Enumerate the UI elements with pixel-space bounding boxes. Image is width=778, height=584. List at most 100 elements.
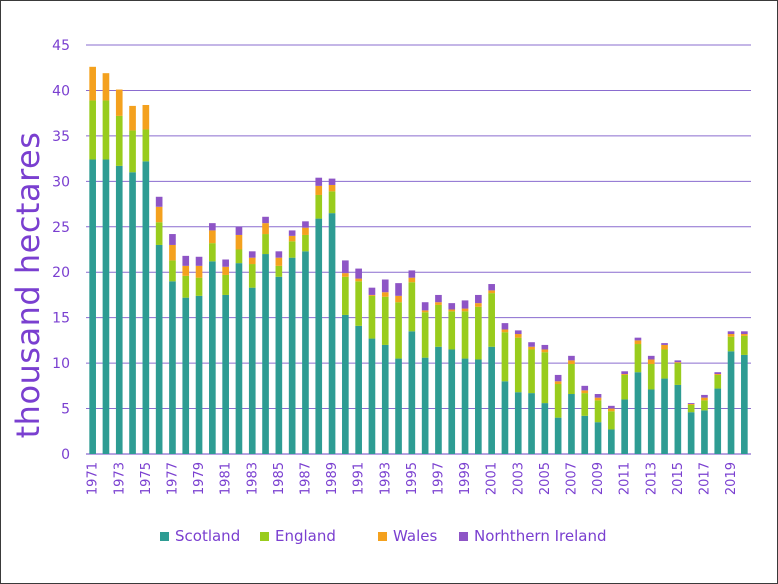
y-tick-label: 25 bbox=[52, 220, 70, 236]
y-tick-label: 20 bbox=[52, 265, 70, 281]
bar-segment bbox=[741, 335, 748, 355]
y-tick-label: 5 bbox=[61, 402, 70, 418]
bar-segment bbox=[89, 100, 96, 160]
x-tick-label: 1983 bbox=[245, 462, 260, 495]
bar-segment bbox=[621, 399, 628, 454]
bar-segment bbox=[235, 249, 243, 264]
bar-segment bbox=[701, 400, 708, 411]
bar-segment bbox=[594, 422, 602, 454]
bar-segment bbox=[288, 241, 296, 258]
legend-item: Norhthern Ireland bbox=[459, 524, 606, 548]
bar-segment bbox=[342, 276, 349, 315]
bar-segment bbox=[435, 304, 442, 347]
bar-segment bbox=[581, 415, 589, 454]
bar-segment bbox=[275, 276, 283, 454]
bar-segment bbox=[554, 417, 562, 454]
bar-segment bbox=[448, 349, 456, 454]
bar-segment bbox=[647, 389, 655, 454]
bar-segment bbox=[275, 251, 283, 258]
y-tick-label: 15 bbox=[52, 311, 70, 327]
bar-segment bbox=[741, 331, 748, 335]
bar-segment bbox=[435, 294, 442, 303]
bar-segment bbox=[235, 226, 243, 235]
x-tick-label: 1993 bbox=[378, 462, 393, 495]
bar-segment bbox=[262, 223, 269, 235]
bar-segment bbox=[129, 172, 136, 454]
bar-segment bbox=[687, 404, 695, 413]
legend-item: Wales bbox=[378, 524, 437, 548]
x-tick-label: 1987 bbox=[298, 462, 313, 495]
x-tick-label: 1997 bbox=[431, 462, 446, 495]
bar-segment bbox=[408, 282, 416, 332]
legend-swatch bbox=[378, 531, 387, 541]
x-tick-label: 2005 bbox=[538, 462, 553, 495]
bar-segment bbox=[647, 359, 655, 365]
x-tick-label: 1977 bbox=[165, 462, 180, 495]
bar-segment bbox=[714, 372, 722, 375]
bar-segment bbox=[488, 293, 495, 347]
bar-segment bbox=[209, 230, 216, 244]
bar-segment bbox=[568, 360, 575, 365]
bar-segment bbox=[328, 178, 336, 185]
legend-item: England bbox=[260, 524, 336, 548]
bar-segment bbox=[182, 255, 190, 266]
bar-segment bbox=[195, 295, 203, 454]
bar-segment bbox=[727, 334, 735, 337]
bar-segment bbox=[621, 374, 628, 400]
bar-segment bbox=[315, 185, 323, 195]
bar-segment bbox=[368, 294, 376, 296]
bar-segment bbox=[514, 334, 522, 338]
bar-segment bbox=[195, 256, 203, 266]
bar-segment bbox=[448, 311, 456, 350]
bar-segment bbox=[594, 397, 602, 401]
legend-label: Scotland bbox=[175, 527, 241, 545]
bar-segment bbox=[89, 66, 96, 101]
bar-segment bbox=[355, 268, 362, 279]
bar-segment bbox=[435, 302, 442, 305]
y-tick-label: 0 bbox=[61, 447, 70, 463]
bar-segment bbox=[581, 385, 589, 391]
y-tick-label: 35 bbox=[52, 129, 70, 145]
bar-segment bbox=[674, 360, 682, 363]
bar-segment bbox=[381, 292, 389, 297]
bar-segment bbox=[608, 411, 615, 430]
bar-segment bbox=[701, 394, 708, 398]
bar-segment bbox=[501, 329, 509, 333]
bar-segment bbox=[315, 218, 323, 454]
x-tick-label: 1999 bbox=[458, 462, 473, 495]
bar-segment bbox=[475, 359, 482, 454]
bar-segment bbox=[541, 403, 549, 454]
bar-segment bbox=[182, 265, 190, 276]
bar-segment bbox=[727, 331, 735, 335]
bar-segment bbox=[169, 234, 176, 245]
bar-segment bbox=[302, 221, 309, 228]
bar-segment bbox=[368, 338, 376, 454]
bar-segment bbox=[142, 129, 150, 162]
bar-segment bbox=[421, 357, 429, 454]
bar-segment bbox=[714, 374, 722, 389]
bar-segment bbox=[248, 264, 256, 288]
bar-segment bbox=[115, 115, 123, 166]
bar-segment bbox=[381, 279, 389, 293]
x-tick-label: 2007 bbox=[564, 462, 579, 495]
bar-segment bbox=[448, 303, 456, 310]
bar-segment bbox=[634, 372, 642, 454]
chart-legend: Scotland England Wales Norhthern Ireland bbox=[0, 524, 778, 548]
bar-segment bbox=[501, 332, 509, 382]
bar-segment bbox=[528, 342, 535, 347]
bar-segment bbox=[741, 334, 748, 336]
bar-segment bbox=[368, 295, 376, 339]
y-axis-title: thousand hectares bbox=[9, 131, 47, 439]
legend-swatch bbox=[160, 531, 169, 541]
bar-segment bbox=[395, 283, 402, 296]
bar-segment bbox=[288, 235, 296, 242]
legend-swatch bbox=[459, 531, 468, 541]
bar-segment bbox=[448, 309, 456, 312]
bar-segment bbox=[475, 306, 482, 360]
bar-segment bbox=[634, 344, 642, 373]
x-tick-label: 1975 bbox=[139, 462, 154, 495]
bar-segment bbox=[222, 294, 229, 454]
bar-segment bbox=[102, 73, 110, 101]
bar-segment bbox=[328, 213, 336, 454]
